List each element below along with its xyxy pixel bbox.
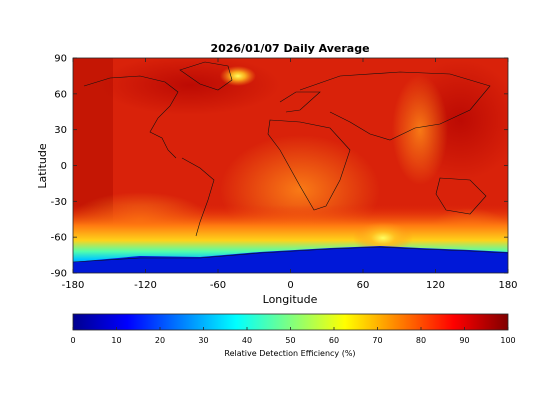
heatmap-dark-region [100,58,280,115]
colorbar-label: Relative Detection Efficiency (%) [224,349,355,358]
y-tick-label: -60 [51,233,67,244]
colorbar-tick-label: 0 [70,336,75,345]
coastlines [73,61,508,263]
heatmap-antarctic-low-region [73,246,508,273]
x-axis: -180 -120 -60 0 60 120 180 [62,58,518,291]
colorbar-tick-label: 70 [372,336,382,345]
y-tick-label: 60 [54,89,67,100]
heatmap-yellow-patch [353,222,413,254]
x-tick-label: 120 [426,280,445,291]
x-tick-label: -120 [134,280,157,291]
colorbar-tick-label: 20 [155,336,165,345]
colorbar-tick-label: 40 [242,336,252,345]
colorbar-tick-label: 60 [329,336,339,345]
colorbar-tick-label: 100 [500,336,515,345]
colorbar-tick-label: 90 [459,336,469,345]
colorbar-tick-label: 10 [111,336,121,345]
x-tick-label: 0 [287,280,293,291]
x-tick-label: 60 [357,280,370,291]
y-tick-label: -30 [51,197,67,208]
x-tick-label: -60 [210,280,226,291]
y-tick-label: 0 [61,161,67,172]
colorbar-ticks: 0 10 20 30 40 50 60 70 80 90 100 [70,327,516,345]
x-tick-label: 180 [498,280,517,291]
heatmap-yellow-patch [220,66,256,86]
y-tick-label: 30 [54,125,67,136]
x-tick-label: -180 [62,280,85,291]
chart-title: 2026/01/07 Daily Average [210,42,369,55]
colorbar-tick-label: 50 [285,336,295,345]
y-axis-label: Latitude [36,143,49,189]
colorbar-tick-label: 80 [416,336,426,345]
y-tick-label: -90 [51,269,67,280]
x-axis-label: Longitude [263,293,318,306]
y-tick-label: 90 [54,54,67,65]
y-axis: 90 60 30 0 -30 -60 -90 [51,54,508,280]
colorbar-tick-label: 30 [198,336,208,345]
heatmap-warm-region [392,75,448,185]
heatmap-plot [73,58,508,273]
